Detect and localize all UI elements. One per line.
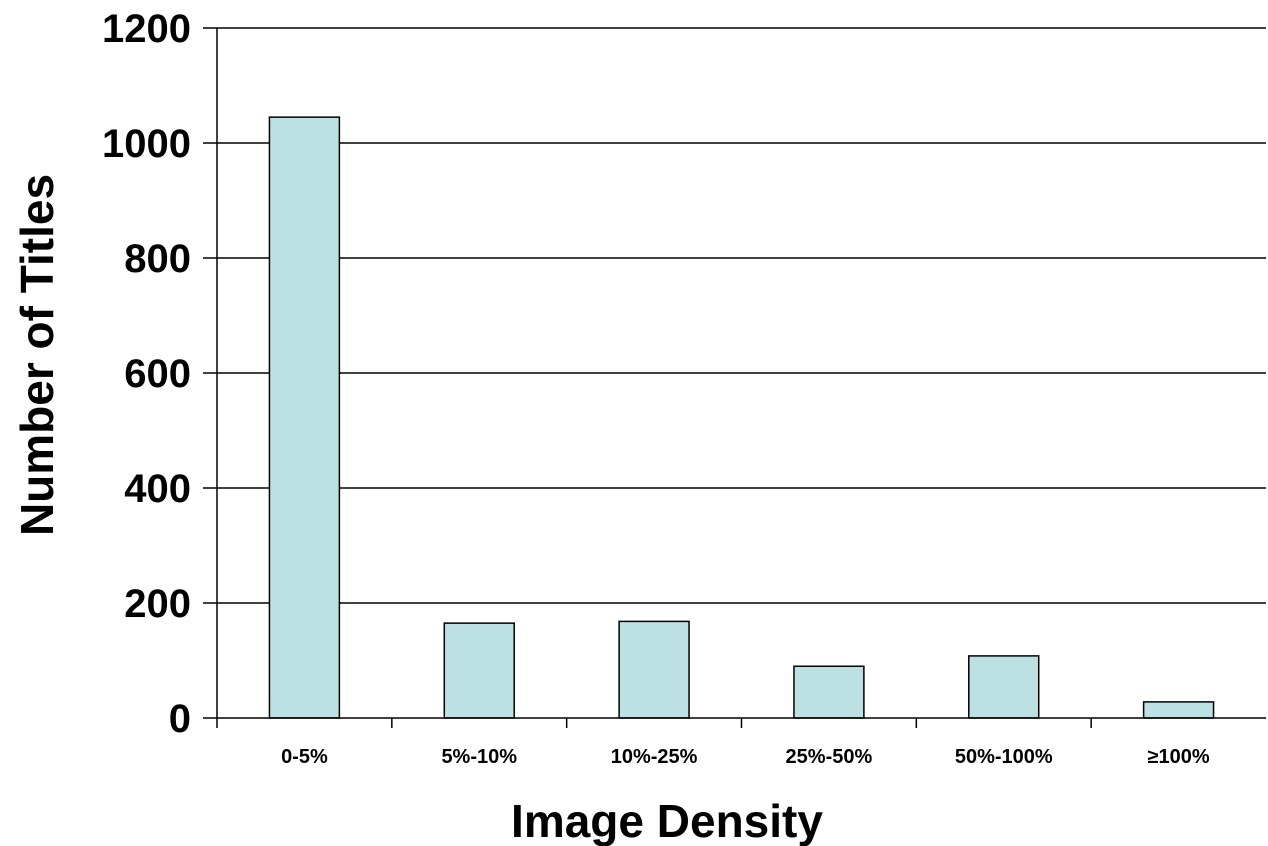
- y-axis-title: Number of Titles: [11, 174, 63, 536]
- x-tick-label: 10%-25%: [611, 746, 698, 768]
- y-tick-label: 400: [124, 467, 191, 511]
- gridlines: [217, 27, 1266, 604]
- x-tick-label: 25%-50%: [786, 746, 873, 768]
- y-tick-labels: 0 200 400 600 800 1000 1200: [102, 7, 191, 741]
- y-tick-label: 800: [124, 237, 191, 281]
- y-tick-label: 200: [124, 582, 191, 626]
- axes: [203, 27, 1266, 728]
- bar--100: [1142, 701, 1215, 719]
- bar-5-10: [443, 622, 515, 719]
- bar-25-50: [793, 665, 865, 719]
- x-tick-label: 50%-100%: [955, 746, 1053, 768]
- bar-10-25: [618, 620, 690, 719]
- y-tick-label: 600: [124, 352, 191, 396]
- y-tick-label: 1200: [102, 7, 191, 51]
- bars: [268, 116, 1215, 719]
- y-tick-label: 1000: [102, 122, 191, 166]
- bar-50-100: [968, 655, 1040, 719]
- bar-0-5: [268, 116, 341, 719]
- x-tick-labels: 0-5% 5%-10% 10%-25% 25%-50% 50%-100% ≥100%: [281, 746, 1210, 768]
- y-tick-label: 0: [169, 697, 191, 741]
- x-axis-title: Image Density: [511, 795, 823, 846]
- x-tick-label: 0-5%: [281, 746, 328, 768]
- x-tick-label: ≥100%: [1148, 746, 1210, 768]
- x-tick-label: 5%-10%: [441, 746, 517, 768]
